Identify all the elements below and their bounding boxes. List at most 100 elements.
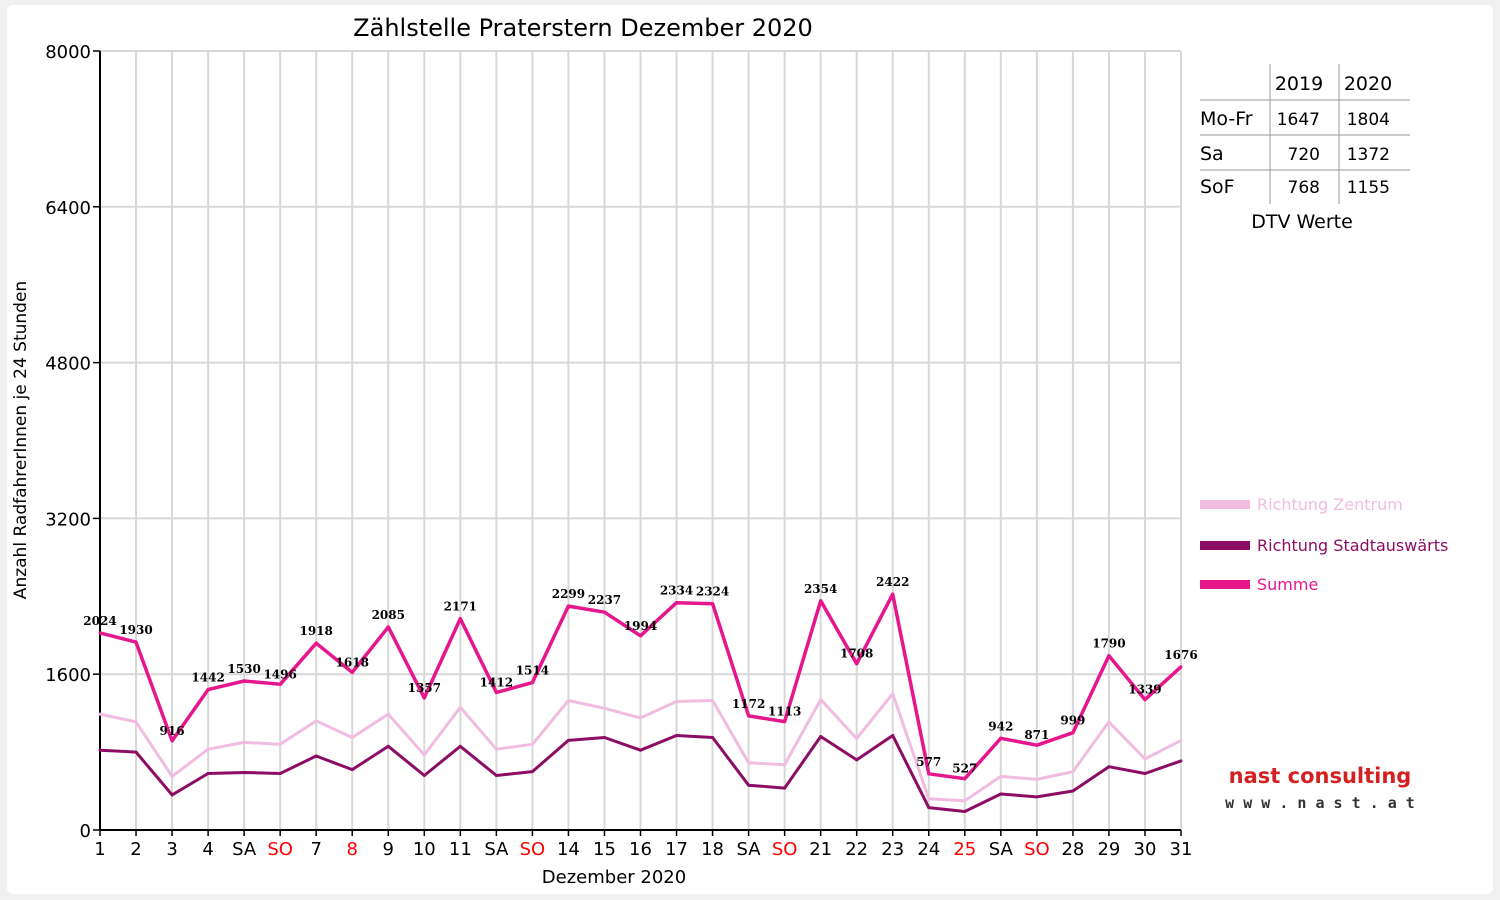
- data-point-zentrum: [819, 698, 823, 702]
- data-point-stadtauswaerts: [242, 771, 246, 775]
- data-point-stadtauswaerts: [711, 735, 715, 739]
- data-label-summe: 2324: [696, 585, 729, 599]
- data-point-stadtauswaerts: [134, 750, 138, 754]
- x-tick-label: 28: [1061, 839, 1084, 860]
- data-point-zentrum: [242, 740, 246, 744]
- legend-swatch-zentrum: [1200, 500, 1250, 509]
- x-ticks: 1 2 3 4 SA SO 7 8 9 10 11 SA SO 14 15 16 17 18 SA SO 21 22 23 2…: [94, 830, 1192, 860]
- data-label-summe: 1514: [516, 664, 549, 678]
- data-point-stadtauswaerts: [386, 744, 390, 748]
- x-tick-label: 16: [629, 839, 652, 860]
- table-cell: 1647: [1277, 110, 1320, 130]
- x-tick-label: 21: [809, 839, 832, 860]
- table-header-2020: 2020: [1344, 73, 1392, 95]
- legend-swatch-summe: [1200, 580, 1250, 589]
- x-tick-label: 24: [917, 839, 940, 860]
- legend: Richtung Zentrum Richtung Stadtauswärts …: [1200, 495, 1448, 594]
- data-point-summe: [999, 736, 1003, 740]
- data-point-stadtauswaerts: [422, 773, 426, 777]
- x-tick-label: 17: [665, 839, 688, 860]
- data-point-stadtauswaerts: [494, 773, 498, 777]
- table-row-label: Sa: [1200, 143, 1224, 165]
- data-label-summe: 2299: [552, 587, 585, 601]
- data-point-summe: [602, 610, 606, 614]
- data-point-zentrum: [566, 698, 570, 702]
- data-point-stadtauswaerts: [350, 768, 354, 772]
- x-tick-label: SO: [267, 839, 293, 860]
- data-point-summe: [1107, 654, 1111, 658]
- data-label-summe: 527: [952, 762, 977, 776]
- logo-line-2: w w w . n a s t . a t: [1225, 794, 1415, 812]
- data-point-zentrum: [422, 753, 426, 757]
- data-point-summe: [1179, 665, 1183, 669]
- data-point-stadtauswaerts: [927, 806, 931, 810]
- data-point-zentrum: [386, 712, 390, 716]
- dtv-table: 2019 2020 Mo-Fr 1647 1804 Sa 720 1372 So…: [1200, 64, 1410, 233]
- data-point-summe: [422, 696, 426, 700]
- data-point-stadtauswaerts: [675, 734, 679, 738]
- data-point-summe: [819, 599, 823, 603]
- data-point-zentrum: [1179, 738, 1183, 742]
- legend-label-zentrum: Richtung Zentrum: [1257, 495, 1403, 514]
- data-point-zentrum: [1107, 720, 1111, 724]
- y-tick-label: 3200: [45, 509, 91, 530]
- data-point-stadtauswaerts: [1179, 759, 1183, 763]
- data-point-summe: [134, 640, 138, 644]
- x-tick-label: 25: [953, 839, 976, 860]
- data-point-zentrum: [278, 742, 282, 746]
- y-tick-label: 6400: [45, 198, 91, 219]
- data-point-zentrum: [602, 706, 606, 710]
- data-point-stadtauswaerts: [819, 735, 823, 739]
- data-label-summe: 1113: [768, 705, 801, 719]
- x-tick-label: 9: [383, 839, 394, 860]
- data-point-stadtauswaerts: [999, 792, 1003, 796]
- x-tick-label: SO: [772, 839, 798, 860]
- data-point-stadtauswaerts: [98, 748, 102, 752]
- data-point-stadtauswaerts: [530, 770, 534, 774]
- data-point-zentrum: [1071, 770, 1075, 774]
- x-tick-label: 22: [845, 839, 868, 860]
- x-tick-label: 23: [881, 839, 904, 860]
- data-point-zentrum: [927, 797, 931, 801]
- legend-swatch-stadtauswaerts: [1200, 541, 1250, 550]
- x-tick-label: SA: [484, 839, 509, 860]
- data-point-summe: [891, 592, 895, 596]
- data-label-summe: 2024: [83, 614, 116, 628]
- data-label-summe: 577: [916, 755, 941, 769]
- table-caption: DTV Werte: [1251, 211, 1353, 233]
- data-point-stadtauswaerts: [1143, 772, 1147, 776]
- data-point-summe: [242, 679, 246, 683]
- data-point-zentrum: [206, 747, 210, 751]
- data-point-stadtauswaerts: [891, 734, 895, 738]
- data-label-summe: 871: [1024, 728, 1049, 742]
- y-tick-label: 4800: [45, 354, 91, 375]
- data-point-summe: [1035, 743, 1039, 747]
- data-point-stadtauswaerts: [1071, 789, 1075, 793]
- series-lines: [98, 592, 1183, 813]
- data-label-summe: 942: [988, 719, 1013, 733]
- x-tick-label: 1: [94, 839, 105, 860]
- data-point-summe: [1071, 731, 1075, 735]
- data-point-zentrum: [1035, 777, 1039, 781]
- data-point-summe: [458, 617, 462, 621]
- data-point-summe: [206, 688, 210, 692]
- table-cell: 768: [1288, 178, 1320, 198]
- data-point-stadtauswaerts: [639, 748, 642, 752]
- data-point-zentrum: [530, 742, 534, 746]
- data-label-summe: 1357: [408, 681, 441, 695]
- data-point-stadtauswaerts: [855, 758, 859, 762]
- x-tick-label: 4: [202, 839, 213, 860]
- data-label-summe: 1790: [1092, 637, 1125, 651]
- y-tick-label: 8000: [45, 42, 91, 63]
- data-label-summe: 1496: [263, 667, 296, 681]
- y-tick-label: 0: [80, 821, 91, 842]
- data-point-summe: [530, 681, 534, 685]
- data-point-summe: [855, 662, 859, 666]
- table-row-label: Mo-Fr: [1200, 108, 1253, 130]
- data-point-summe: [639, 634, 642, 638]
- x-tick-label: SA: [989, 839, 1014, 860]
- table-cell: 1155: [1347, 178, 1390, 198]
- data-point-summe: [386, 625, 390, 629]
